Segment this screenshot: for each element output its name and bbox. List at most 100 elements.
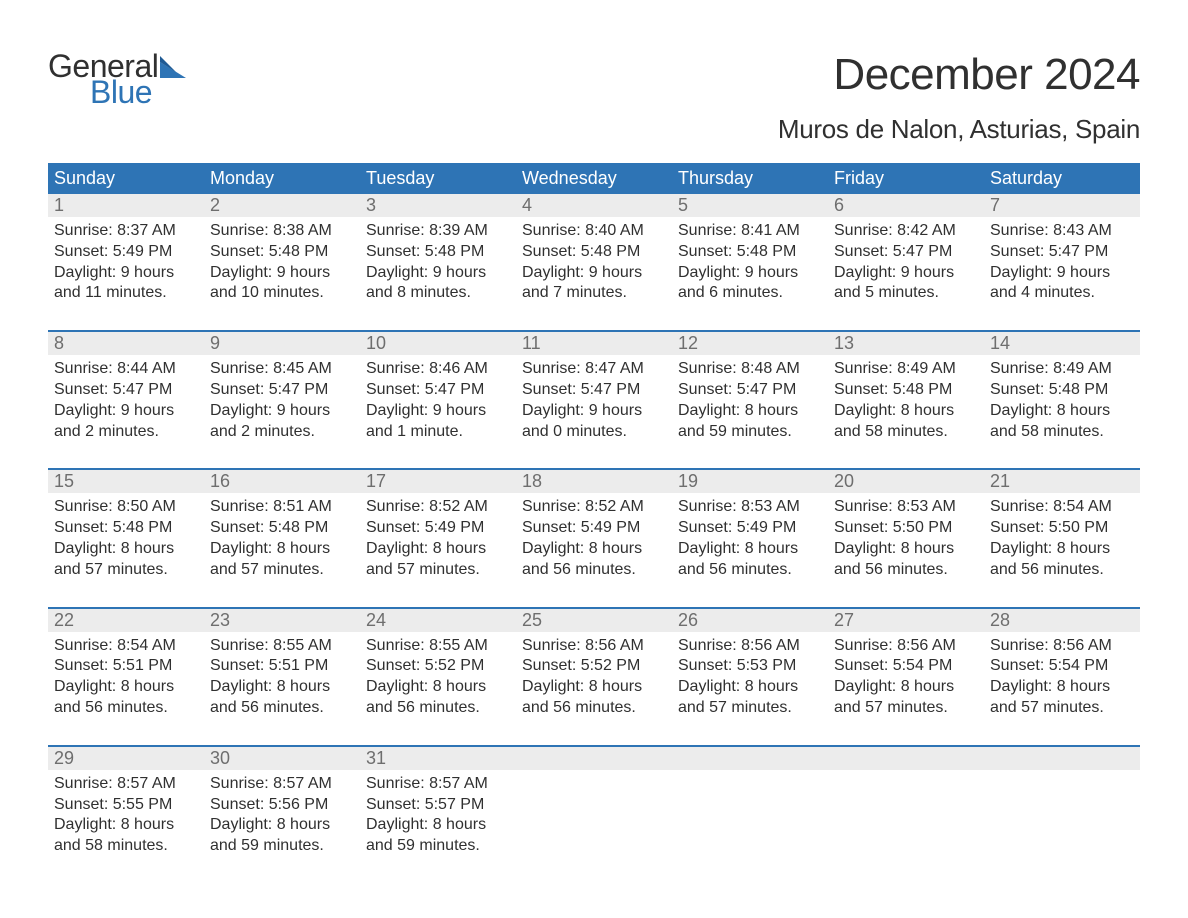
day-dl2: and 57 minutes. [990,698,1134,719]
day-cell: Sunrise: 8:54 AMSunset: 5:50 PMDaylight:… [984,493,1140,582]
day-cell: Sunrise: 8:56 AMSunset: 5:54 PMDaylight:… [828,632,984,721]
day-sunset: Sunset: 5:52 PM [522,656,666,677]
day-cell: Sunrise: 8:56 AMSunset: 5:53 PMDaylight:… [672,632,828,721]
day-sunrise: Sunrise: 8:50 AM [54,497,198,518]
day-sunrise: Sunrise: 8:49 AM [990,359,1134,380]
day-number: 13 [828,332,984,355]
weekday-header: Thursday [672,163,828,194]
day-dl2: and 5 minutes. [834,283,978,304]
day-sunset: Sunset: 5:55 PM [54,795,198,816]
day-sunrise: Sunrise: 8:42 AM [834,221,978,242]
day-sunset: Sunset: 5:48 PM [990,380,1134,401]
day-cell: Sunrise: 8:42 AMSunset: 5:47 PMDaylight:… [828,217,984,306]
day-dl1: Daylight: 8 hours [834,677,978,698]
daynum-row: 1234567 [48,194,1140,217]
day-cell: Sunrise: 8:44 AMSunset: 5:47 PMDaylight:… [48,355,204,444]
day-number: 17 [360,470,516,493]
daynum-row: 293031 [48,747,1140,770]
day-sunset: Sunset: 5:52 PM [366,656,510,677]
day-dl1: Daylight: 8 hours [990,539,1134,560]
day-sunset: Sunset: 5:49 PM [522,518,666,539]
day-cell: Sunrise: 8:56 AMSunset: 5:52 PMDaylight:… [516,632,672,721]
day-cell: Sunrise: 8:39 AMSunset: 5:48 PMDaylight:… [360,217,516,306]
day-cell: Sunrise: 8:49 AMSunset: 5:48 PMDaylight:… [984,355,1140,444]
day-number [984,747,1140,770]
day-cell: Sunrise: 8:56 AMSunset: 5:54 PMDaylight:… [984,632,1140,721]
brand-blue: Blue [90,76,186,108]
weekday-header: Tuesday [360,163,516,194]
daynum-row: 15161718192021 [48,470,1140,493]
page-subtitle: Muros de Nalon, Asturias, Spain [48,114,1140,145]
day-sunset: Sunset: 5:48 PM [210,518,354,539]
week-block: 15161718192021Sunrise: 8:50 AMSunset: 5:… [48,468,1140,582]
day-cell: Sunrise: 8:37 AMSunset: 5:49 PMDaylight:… [48,217,204,306]
day-dl1: Daylight: 8 hours [210,815,354,836]
day-dl2: and 8 minutes. [366,283,510,304]
weekday-header: Friday [828,163,984,194]
day-number: 29 [48,747,204,770]
day-sunrise: Sunrise: 8:57 AM [54,774,198,795]
day-sunrise: Sunrise: 8:54 AM [54,636,198,657]
day-cell: Sunrise: 8:52 AMSunset: 5:49 PMDaylight:… [516,493,672,582]
day-sunset: Sunset: 5:54 PM [834,656,978,677]
day-cell: Sunrise: 8:50 AMSunset: 5:48 PMDaylight:… [48,493,204,582]
daynum-row: 22232425262728 [48,609,1140,632]
day-number: 1 [48,194,204,217]
day-sunrise: Sunrise: 8:46 AM [366,359,510,380]
day-sunset: Sunset: 5:56 PM [210,795,354,816]
day-sunset: Sunset: 5:47 PM [210,380,354,401]
day-dl1: Daylight: 9 hours [54,401,198,422]
day-sunset: Sunset: 5:48 PM [678,242,822,263]
content-row: Sunrise: 8:44 AMSunset: 5:47 PMDaylight:… [48,355,1140,444]
day-sunrise: Sunrise: 8:38 AM [210,221,354,242]
day-sunrise: Sunrise: 8:48 AM [678,359,822,380]
day-cell [672,770,828,859]
day-sunrise: Sunrise: 8:56 AM [522,636,666,657]
day-sunset: Sunset: 5:57 PM [366,795,510,816]
week-block: 891011121314Sunrise: 8:44 AMSunset: 5:47… [48,330,1140,444]
day-dl1: Daylight: 8 hours [366,815,510,836]
brand-logo: General Blue [48,50,186,108]
day-dl2: and 56 minutes. [834,560,978,581]
day-sunrise: Sunrise: 8:41 AM [678,221,822,242]
day-cell: Sunrise: 8:45 AMSunset: 5:47 PMDaylight:… [204,355,360,444]
day-sunrise: Sunrise: 8:56 AM [834,636,978,657]
calendar: Sunday Monday Tuesday Wednesday Thursday… [48,163,1140,859]
day-sunset: Sunset: 5:47 PM [990,242,1134,263]
day-number: 10 [360,332,516,355]
day-sunset: Sunset: 5:48 PM [522,242,666,263]
day-dl1: Daylight: 9 hours [366,401,510,422]
day-sunset: Sunset: 5:47 PM [834,242,978,263]
day-dl1: Daylight: 8 hours [522,539,666,560]
day-dl1: Daylight: 9 hours [834,263,978,284]
day-dl1: Daylight: 8 hours [678,539,822,560]
day-cell: Sunrise: 8:53 AMSunset: 5:49 PMDaylight:… [672,493,828,582]
day-sunrise: Sunrise: 8:37 AM [54,221,198,242]
day-dl1: Daylight: 8 hours [834,539,978,560]
day-cell: Sunrise: 8:46 AMSunset: 5:47 PMDaylight:… [360,355,516,444]
day-dl1: Daylight: 9 hours [990,263,1134,284]
day-dl2: and 58 minutes. [834,422,978,443]
day-sunrise: Sunrise: 8:43 AM [990,221,1134,242]
day-sunrise: Sunrise: 8:57 AM [366,774,510,795]
day-sunset: Sunset: 5:49 PM [678,518,822,539]
day-dl1: Daylight: 8 hours [990,401,1134,422]
day-dl2: and 57 minutes. [366,560,510,581]
day-dl1: Daylight: 9 hours [522,401,666,422]
day-number [672,747,828,770]
day-dl1: Daylight: 8 hours [210,539,354,560]
day-cell: Sunrise: 8:40 AMSunset: 5:48 PMDaylight:… [516,217,672,306]
day-cell: Sunrise: 8:41 AMSunset: 5:48 PMDaylight:… [672,217,828,306]
day-dl2: and 59 minutes. [678,422,822,443]
day-dl2: and 2 minutes. [210,422,354,443]
day-sunset: Sunset: 5:51 PM [210,656,354,677]
day-sunrise: Sunrise: 8:53 AM [834,497,978,518]
day-cell: Sunrise: 8:51 AMSunset: 5:48 PMDaylight:… [204,493,360,582]
day-dl1: Daylight: 8 hours [54,677,198,698]
day-sunset: Sunset: 5:53 PM [678,656,822,677]
day-dl2: and 58 minutes. [54,836,198,857]
day-number: 25 [516,609,672,632]
day-dl2: and 57 minutes. [834,698,978,719]
day-sunset: Sunset: 5:47 PM [678,380,822,401]
day-dl2: and 56 minutes. [522,698,666,719]
